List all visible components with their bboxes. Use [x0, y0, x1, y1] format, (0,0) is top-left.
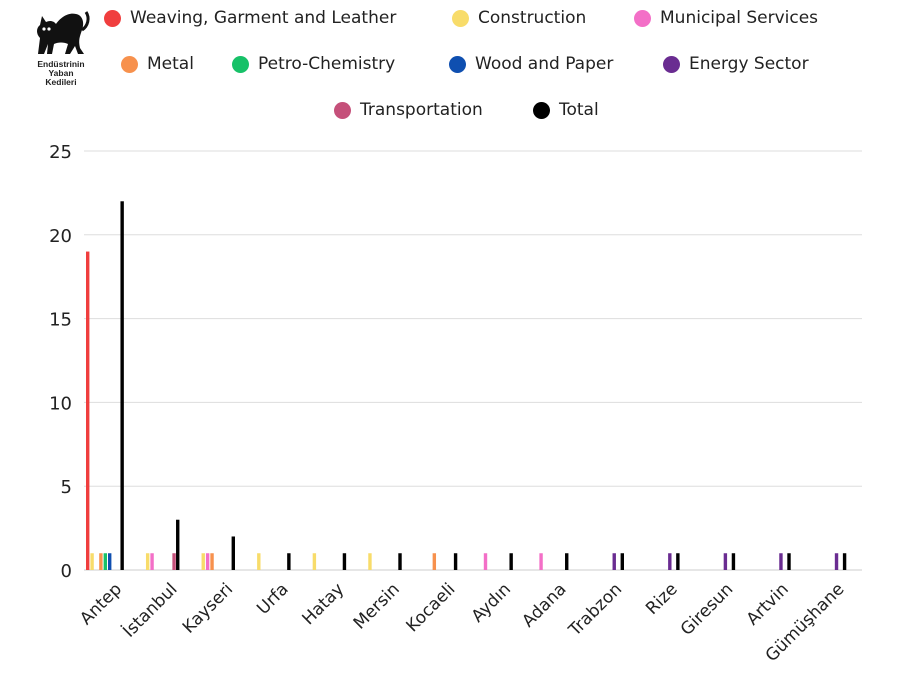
- legend-label: Construction: [478, 8, 587, 28]
- bar: [565, 553, 569, 570]
- legend-swatch: [533, 101, 550, 119]
- bar: [834, 553, 839, 570]
- legend-item: Transportation: [334, 100, 483, 120]
- bar: [99, 553, 103, 570]
- y-tick-label: 25: [49, 142, 72, 163]
- legend-swatch: [334, 101, 351, 119]
- bar: [257, 553, 261, 570]
- legend-label: Energy Sector: [689, 54, 809, 74]
- x-tick-label: Mersin: [350, 579, 404, 633]
- legend-item: Petro-Chemistry: [232, 54, 395, 74]
- y-tick-label: 5: [61, 477, 72, 498]
- logo: Endüstrinin Yaban Kedileri: [30, 8, 92, 94]
- x-tick-label: Kocaeli: [403, 579, 460, 636]
- bar: [120, 201, 124, 570]
- bar: [86, 251, 90, 570]
- legend-swatch: [121, 55, 138, 73]
- logo-line: Yaban: [48, 68, 74, 78]
- legend-label: Municipal Services: [660, 8, 819, 28]
- bar: [231, 536, 235, 570]
- bar: [398, 553, 402, 570]
- bar: [108, 553, 112, 570]
- legend-item: Total: [533, 100, 599, 120]
- x-tick-label: Adana: [518, 579, 570, 631]
- bar: [676, 553, 680, 570]
- bar: [483, 553, 488, 570]
- legend-label: Transportation: [360, 100, 483, 120]
- bar: [842, 553, 847, 570]
- x-tick-label: Trabzon: [564, 579, 626, 641]
- legend-item: Energy Sector: [663, 54, 809, 74]
- legend-label: Metal: [147, 54, 194, 74]
- x-tick-label: Urfa: [253, 579, 292, 618]
- x-tick-label: Hatay: [299, 579, 349, 629]
- legend-item: Weaving, Garment and Leather: [104, 8, 396, 28]
- bar: [620, 553, 624, 570]
- x-tick-label: İstanbul: [119, 579, 182, 642]
- legend-item: Wood and Paper: [449, 54, 613, 74]
- bar: [176, 519, 180, 570]
- bar: [201, 553, 205, 570]
- bar: [668, 553, 672, 570]
- x-tick-label: Antep: [76, 579, 126, 629]
- bar: [312, 553, 317, 570]
- x-tick-label: Giresun: [677, 579, 737, 639]
- y-tick-label: 0: [61, 561, 72, 582]
- logo-text: Endüstrinin Yaban Kedileri: [30, 60, 92, 87]
- bar: [779, 553, 783, 570]
- legend-swatch: [663, 55, 680, 73]
- legend-swatch: [449, 55, 466, 73]
- legend-item: Construction: [452, 8, 586, 28]
- logo-line: Endüstrinin: [37, 59, 85, 69]
- bar: [787, 553, 791, 570]
- bar: [539, 553, 543, 570]
- legend-item: Metal: [121, 54, 194, 74]
- legend-item: Municipal Services: [634, 8, 818, 28]
- x-tick-label: Aydın: [468, 579, 515, 626]
- bar: [145, 553, 150, 570]
- legend-swatch: [452, 9, 469, 27]
- y-tick-label: 20: [49, 226, 72, 247]
- bar: [612, 553, 616, 570]
- bar: [723, 553, 728, 570]
- y-tick-label: 10: [49, 393, 72, 414]
- black-cat-icon: [37, 11, 90, 54]
- y-tick-label: 15: [49, 310, 72, 331]
- x-tick-label: Rize: [642, 579, 682, 619]
- bar: [103, 553, 107, 570]
- legend-label: Weaving, Garment and Leather: [130, 8, 397, 28]
- bar: [205, 553, 210, 570]
- bar: [172, 553, 176, 570]
- logo-line: Kedileri: [45, 77, 77, 87]
- bar: [342, 553, 347, 570]
- legend-label: Total: [559, 100, 599, 120]
- x-tick-label: Artvin: [743, 579, 793, 629]
- legend-label: Petro-Chemistry: [258, 54, 396, 74]
- bar: [509, 553, 513, 570]
- bar: [453, 553, 458, 570]
- bar: [287, 553, 291, 570]
- bar: [368, 553, 372, 570]
- legend-label: Wood and Paper: [475, 54, 614, 74]
- legend-swatch: [634, 9, 651, 27]
- bar: [731, 553, 736, 570]
- x-tick-label: Kayseri: [179, 579, 237, 637]
- bar: [150, 553, 154, 570]
- legend-swatch: [232, 55, 249, 73]
- bar: [210, 553, 214, 570]
- legend-swatch: [104, 9, 121, 27]
- bar: [432, 553, 437, 570]
- bar: [90, 553, 94, 570]
